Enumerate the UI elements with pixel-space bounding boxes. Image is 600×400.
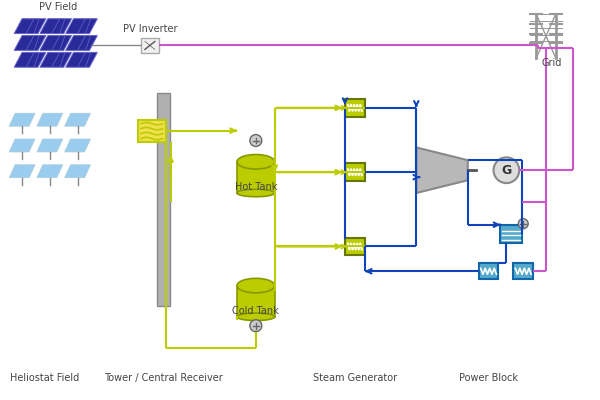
Polygon shape [14,36,46,50]
Polygon shape [416,148,468,193]
Ellipse shape [237,189,275,197]
FancyBboxPatch shape [345,163,365,181]
Text: Hot Tank: Hot Tank [235,182,277,192]
Ellipse shape [237,154,275,169]
FancyBboxPatch shape [237,286,275,317]
Polygon shape [14,19,46,34]
Circle shape [494,157,519,183]
FancyBboxPatch shape [479,263,499,279]
Ellipse shape [237,313,275,320]
Polygon shape [65,52,97,67]
Circle shape [518,219,528,229]
FancyBboxPatch shape [345,99,365,117]
Polygon shape [9,165,35,178]
Text: Grid: Grid [542,58,562,68]
Polygon shape [40,52,71,67]
Text: Cold Tank: Cold Tank [232,306,279,316]
Polygon shape [37,113,62,126]
FancyBboxPatch shape [514,263,533,279]
Text: Steam Generator: Steam Generator [313,373,397,383]
Text: Power Block: Power Block [459,373,518,383]
Polygon shape [37,165,62,178]
Text: PV Inverter: PV Inverter [122,24,177,34]
Polygon shape [37,139,62,152]
Circle shape [250,134,262,146]
Polygon shape [65,139,91,152]
FancyBboxPatch shape [500,225,522,242]
FancyBboxPatch shape [138,120,166,142]
Polygon shape [14,52,46,67]
Text: G: G [501,164,512,177]
Polygon shape [65,19,97,34]
Text: PV Field: PV Field [38,2,77,12]
Polygon shape [9,113,35,126]
Text: Tower / Central Receiver: Tower / Central Receiver [104,373,223,383]
Polygon shape [40,36,71,50]
Ellipse shape [237,278,275,293]
Text: Heliostat Field: Heliostat Field [10,373,79,383]
Polygon shape [9,139,35,152]
FancyBboxPatch shape [345,238,365,256]
Polygon shape [65,165,91,178]
Polygon shape [65,36,97,50]
Polygon shape [65,113,91,126]
FancyBboxPatch shape [141,38,159,53]
FancyBboxPatch shape [237,162,275,193]
Circle shape [250,320,262,332]
FancyBboxPatch shape [157,93,170,306]
Polygon shape [40,19,71,34]
